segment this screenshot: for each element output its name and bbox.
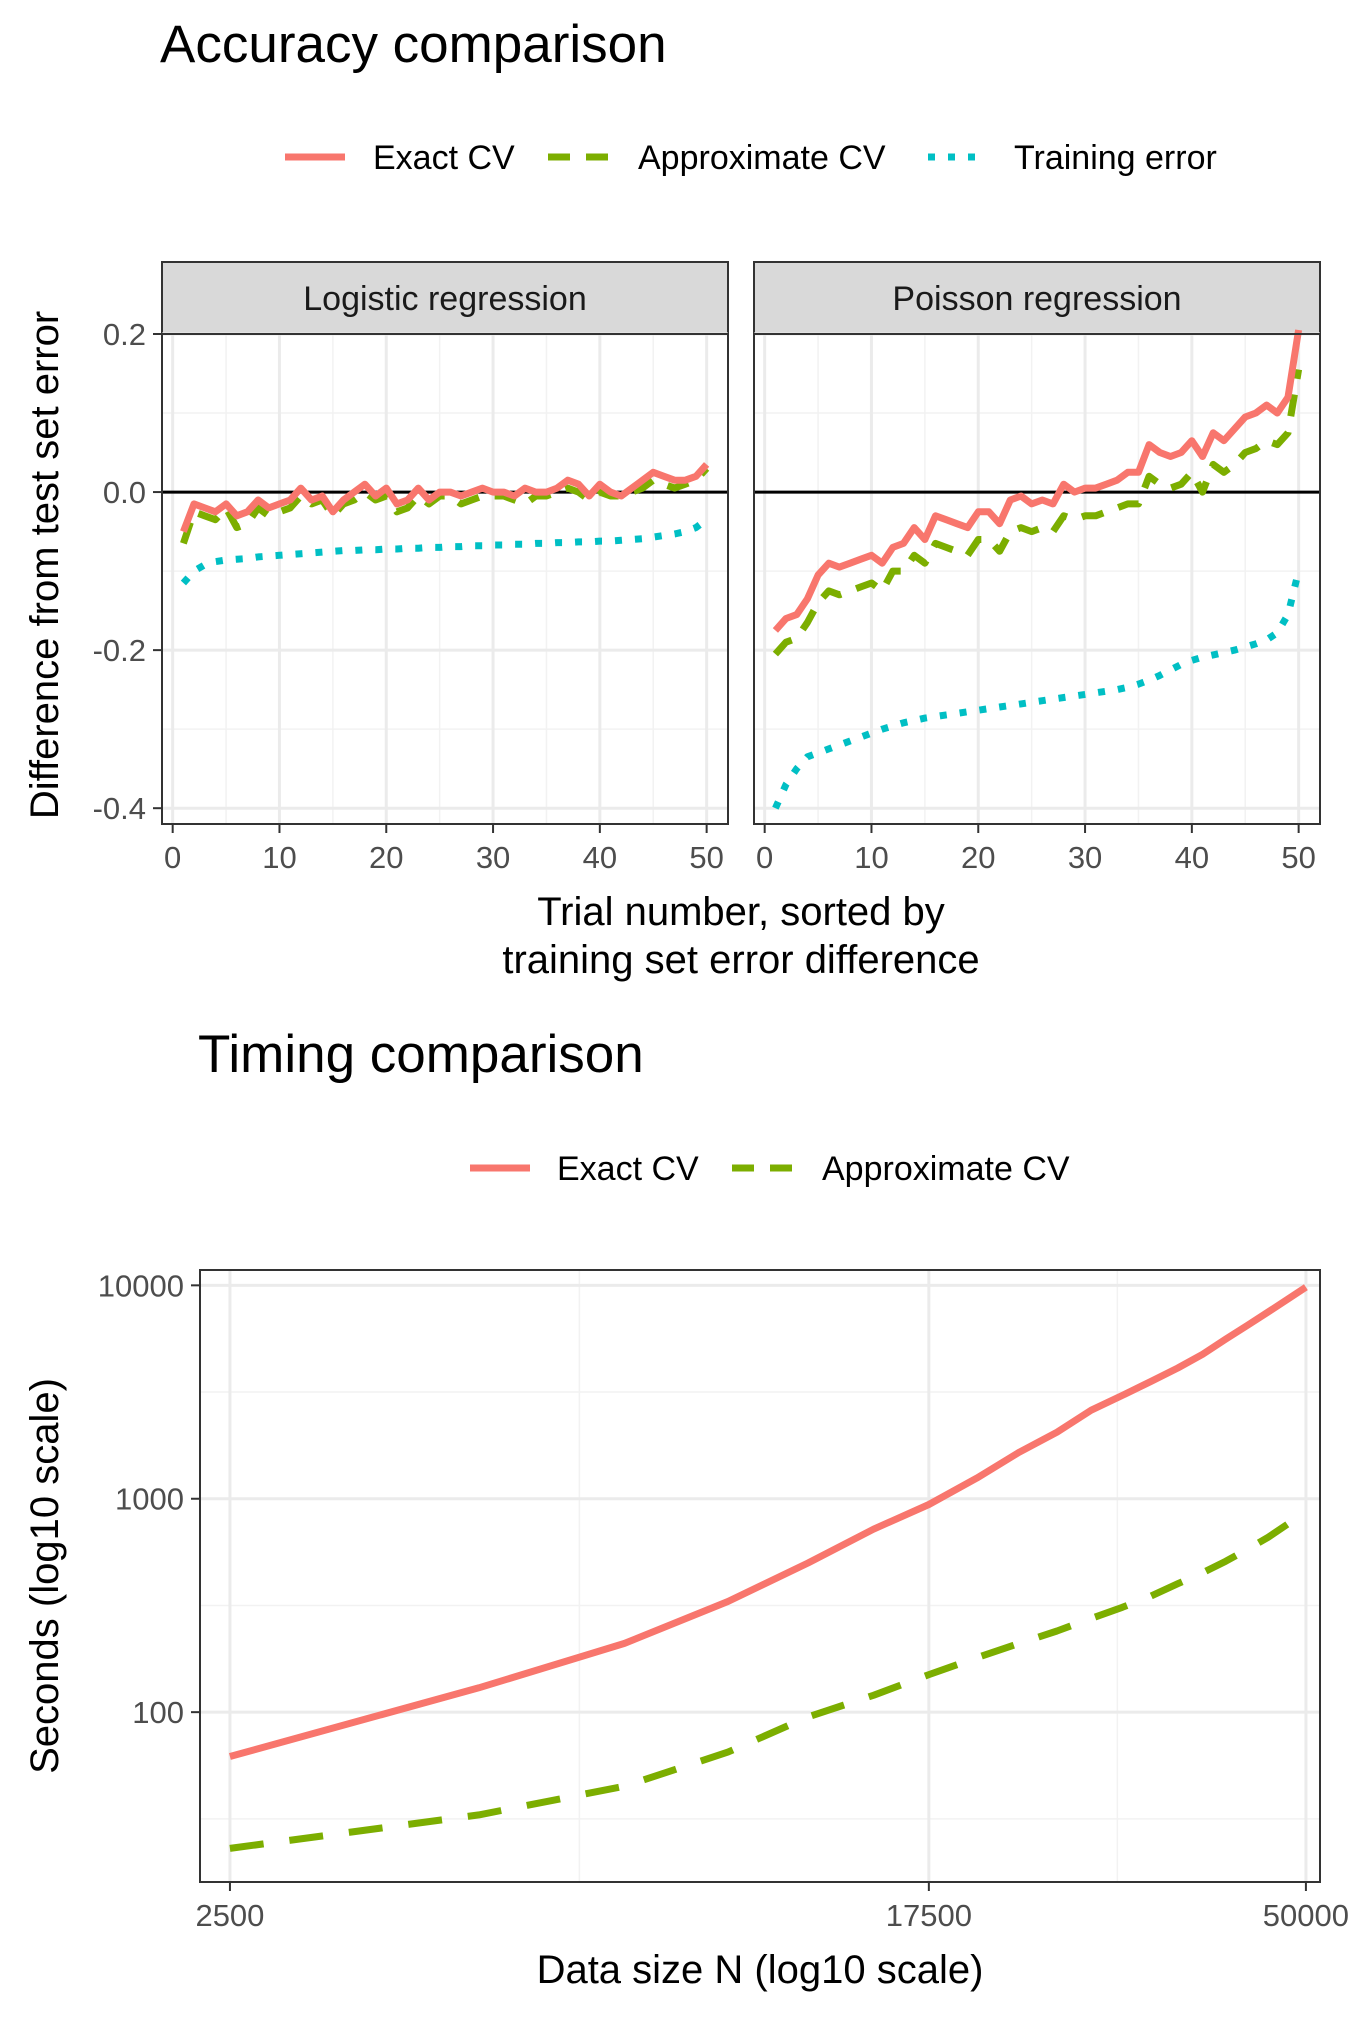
timing-title: Timing comparison: [198, 1025, 644, 1084]
legend-label-training-error: Training error: [1014, 139, 1217, 177]
timing-legend: Exact CV Approximate CV: [470, 1150, 1070, 1188]
accuracy-chart: Accuracy comparison Exact CV Approximate…: [23, 15, 1321, 982]
panel-border-timing: [199, 1269, 1321, 1883]
strip-label-logistic: Logistic regression: [303, 280, 586, 318]
legend-label-approximate-cv: Approximate CV: [638, 139, 886, 177]
x-tick-label: 10: [262, 840, 296, 875]
y-tick-label: 10000: [98, 1268, 184, 1303]
x-tick-label: 2500: [195, 1898, 264, 1933]
x-tick-label: 20: [369, 840, 403, 875]
series-line-training-error: [180, 516, 709, 586]
series-line-training-error: [772, 570, 1303, 810]
series-line-exact-cv: [772, 329, 1303, 633]
accuracy-title: Accuracy comparison: [160, 15, 667, 74]
y-tick-label: 0.2: [103, 317, 146, 352]
series-line-exact-cv: [228, 1284, 1308, 1760]
panel-poisson: Poisson regression 0 10 20 30 40 50: [753, 261, 1321, 875]
accuracy-x-title-line1: Trial number, sorted by: [537, 890, 945, 934]
plot-area-poisson: [754, 334, 1320, 824]
series-timing: [228, 1284, 1308, 1852]
x-tick-label: 20: [961, 840, 995, 875]
strip-logistic: [161, 261, 729, 335]
x-tick-label: 0: [756, 840, 773, 875]
x-tick-label: 40: [1175, 840, 1209, 875]
plot-area-logistic: [162, 334, 728, 824]
y-tick-label: 0.0: [103, 475, 146, 510]
timing-y-title: Seconds (log10 scale): [23, 1378, 67, 1774]
x-tick-label: 40: [583, 840, 617, 875]
y-tick-label: -0.2: [93, 633, 146, 668]
x-tick-label: 0: [164, 840, 181, 875]
panel-logistic: Logistic regression 0 10 20 30 40 50: [161, 261, 729, 875]
accuracy-y-title: Difference from test set error: [23, 311, 67, 819]
timing-chart: Timing comparison Exact CV Approximate C…: [23, 1025, 1349, 1992]
strip-label-poisson: Poisson regression: [892, 280, 1181, 318]
legend-label-exact-cv-timing: Exact CV: [557, 1150, 699, 1188]
legend-label-approximate-cv-timing: Approximate CV: [822, 1150, 1070, 1188]
panel-border-poisson: [753, 333, 1321, 825]
x-tick-label: 10: [854, 840, 888, 875]
panel-border-logistic: [161, 333, 729, 825]
series-line-exact-cv: [180, 462, 710, 533]
x-ticks-poisson: 0 10 20 30 40 50: [756, 824, 1316, 875]
x-tick-label: 30: [476, 840, 510, 875]
y-tick-label: 1000: [115, 1482, 184, 1517]
x-tick-label: 17500: [886, 1898, 972, 1933]
x-ticks-logistic: 0 10 20 30 40 50: [164, 824, 724, 875]
x-tick-label: 30: [1068, 840, 1102, 875]
timing-x-title: Data size N (log10 scale): [537, 1948, 984, 1992]
y-ticks-accuracy: 0.2 0.0 -0.2 -0.4: [93, 317, 162, 826]
accuracy-x-title-line2: training set error difference: [502, 938, 979, 982]
x-tick-label: 50000: [1263, 1898, 1349, 1933]
series-poisson: [772, 329, 1303, 810]
x-tick-label: 50: [689, 840, 723, 875]
y-tick-label: 100: [132, 1695, 184, 1730]
y-tick-label: -0.4: [93, 791, 146, 826]
accuracy-legend: Exact CV Approximate CV Training error: [285, 139, 1217, 177]
series-logistic: [180, 462, 710, 586]
plot-area-timing: [200, 1270, 1320, 1882]
ticks-timing: 2500 17500 50000 100 1000 10000: [98, 1268, 1349, 1933]
series-line-approximate-cv: [772, 369, 1303, 657]
legend-label-exact-cv: Exact CV: [373, 139, 515, 177]
x-tick-label: 50: [1281, 840, 1315, 875]
